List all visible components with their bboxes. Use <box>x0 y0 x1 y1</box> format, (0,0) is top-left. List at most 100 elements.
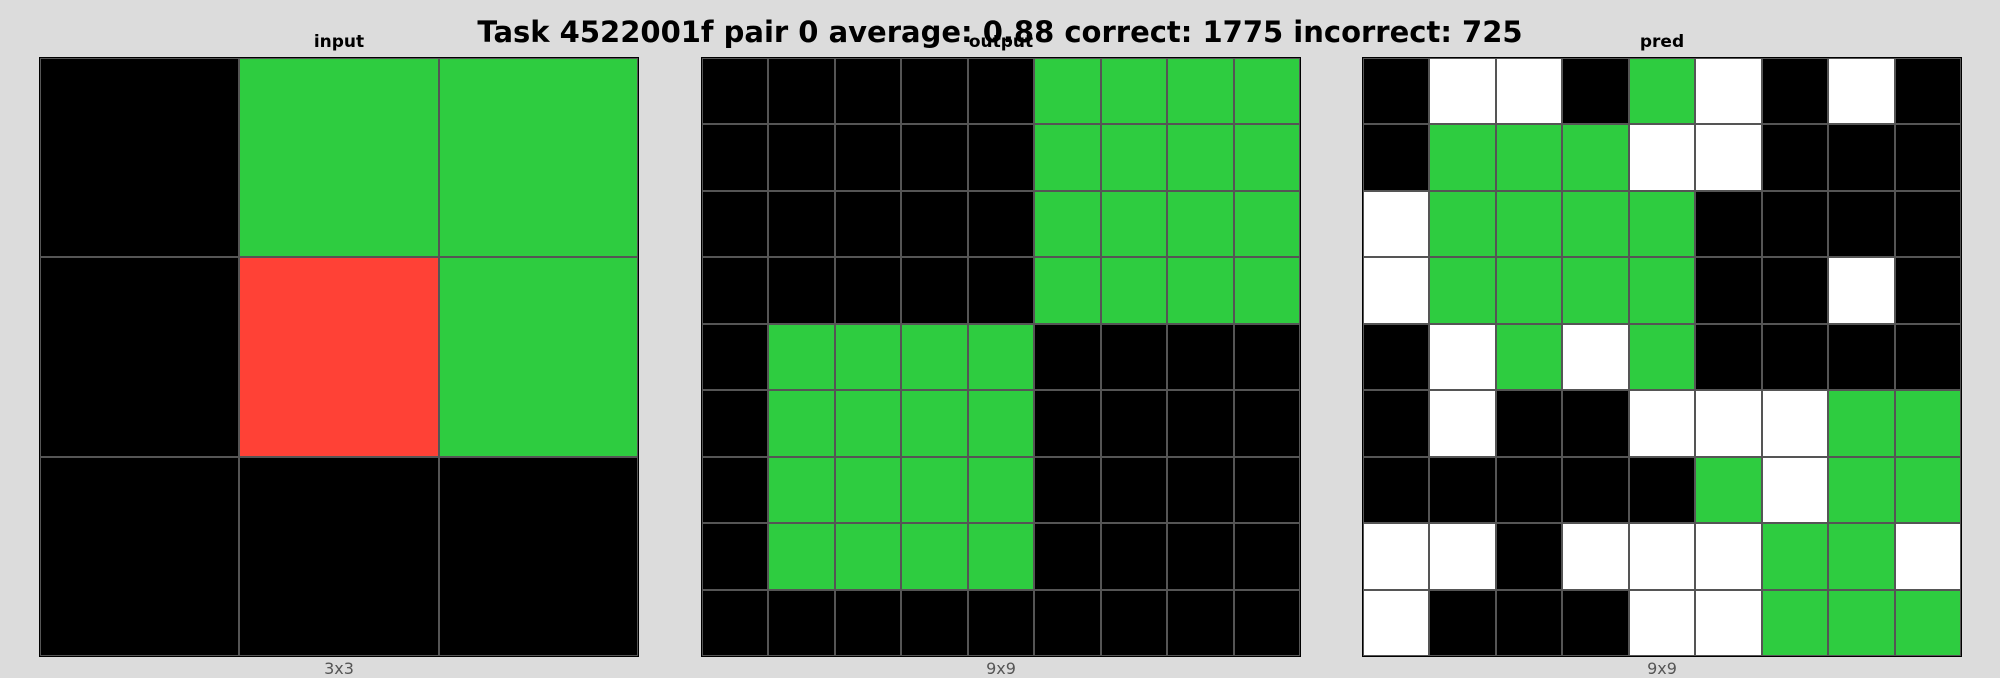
grid-cell <box>1496 391 1562 456</box>
grid-cell <box>1234 457 1299 523</box>
grid-cell <box>1364 524 1429 589</box>
grid-cell <box>1430 324 1495 390</box>
grid-cell <box>835 391 901 456</box>
grid-cell <box>1629 59 1695 124</box>
grid-cell <box>1168 191 1233 257</box>
grid-cell <box>1364 191 1429 257</box>
panel-title-pred: pred <box>1639 32 1685 52</box>
grid-cell <box>1234 191 1299 257</box>
grid-cell <box>769 590 834 655</box>
grid-cell <box>1364 125 1429 190</box>
grid-cell <box>1168 590 1233 655</box>
figure-title: Task 4522001f pair 0 average: 0.88 corre… <box>477 15 1523 49</box>
grid-cell <box>1895 191 1960 257</box>
grid-cell <box>1629 191 1695 257</box>
grid-cell <box>1168 457 1233 523</box>
panel-title-input: input <box>313 32 365 52</box>
grid-cell <box>968 324 1034 390</box>
grid-cell <box>1430 457 1495 523</box>
grid-cell <box>1563 590 1628 655</box>
grid-cell <box>1168 125 1233 190</box>
grid-cell <box>1696 590 1761 655</box>
grid-cell <box>1829 191 1894 257</box>
grid-cell <box>703 191 768 257</box>
grid-cell <box>968 524 1034 589</box>
grid-cell <box>439 59 637 257</box>
grid-cell <box>1234 524 1299 589</box>
output-size-label: 9x9 <box>986 659 1016 678</box>
grid-cell <box>902 391 967 456</box>
grid-cell <box>1895 125 1960 190</box>
grid-cell <box>1430 125 1495 190</box>
grid-cell <box>1035 191 1100 257</box>
grid-cell <box>1234 391 1299 456</box>
grid-cell <box>439 457 637 655</box>
grid-cell <box>439 258 637 456</box>
grid-cell <box>769 457 834 523</box>
grid-cell <box>703 457 768 523</box>
grid-cell <box>835 524 901 589</box>
grid-cell <box>703 258 768 323</box>
grid-cell <box>1629 524 1695 589</box>
grid-cell <box>1895 590 1960 655</box>
grid-cell <box>1101 524 1167 589</box>
grid-cell <box>902 191 967 257</box>
grid-cell <box>1101 590 1167 655</box>
pred-size-label: 9x9 <box>1647 659 1677 678</box>
grid-cell <box>1035 125 1100 190</box>
grid-cell <box>1430 391 1495 456</box>
grid-cell <box>1101 258 1167 323</box>
grid-cell <box>1168 59 1233 124</box>
grid-cell <box>1629 391 1695 456</box>
grid-cell <box>1696 524 1761 589</box>
grid-cell <box>835 457 901 523</box>
grid-cell <box>835 125 901 190</box>
grid-cell <box>1563 59 1628 124</box>
grid-cell <box>240 457 438 655</box>
grid-cell <box>968 590 1034 655</box>
grid-cell <box>1430 524 1495 589</box>
grid-cell <box>1168 258 1233 323</box>
grid-cell <box>1629 324 1695 390</box>
grid-cell <box>1762 125 1828 190</box>
grid-cell <box>1629 590 1695 655</box>
grid-cell <box>1234 59 1299 124</box>
grid-cell <box>835 324 901 390</box>
grid-cell <box>1762 590 1828 655</box>
grid-cell <box>1035 324 1100 390</box>
grid-cell <box>1629 125 1695 190</box>
grid-cell <box>769 258 834 323</box>
grid-cell <box>1696 191 1761 257</box>
input-grid <box>39 57 639 657</box>
panel-title-output: output <box>968 32 1034 52</box>
grid-cell <box>1762 391 1828 456</box>
grid-cell <box>703 59 768 124</box>
grid-cell <box>1895 258 1960 323</box>
grid-cell <box>1101 391 1167 456</box>
grid-cell <box>1563 191 1628 257</box>
grid-cell <box>1629 457 1695 523</box>
grid-cell <box>1101 324 1167 390</box>
grid-cell <box>1829 125 1894 190</box>
grid-cell <box>1563 324 1628 390</box>
grid-cell <box>1101 191 1167 257</box>
grid-cell <box>1035 457 1100 523</box>
grid-cell <box>769 191 834 257</box>
grid-cell <box>1364 457 1429 523</box>
grid-cell <box>703 590 768 655</box>
grid-cell <box>1829 391 1894 456</box>
grid-cell <box>902 125 967 190</box>
grid-cell <box>1762 524 1828 589</box>
grid-cell <box>968 258 1034 323</box>
grid-cell <box>1895 324 1960 390</box>
grid-cell <box>902 324 967 390</box>
grid-cell <box>1035 590 1100 655</box>
grid-cell <box>1563 524 1628 589</box>
grid-cell <box>1496 324 1562 390</box>
grid-cell <box>1696 125 1761 190</box>
grid-cell <box>1829 590 1894 655</box>
grid-cell <box>1364 590 1429 655</box>
grid-cell <box>1696 457 1761 523</box>
grid-cell <box>1496 590 1562 655</box>
grid-cell <box>1035 391 1100 456</box>
